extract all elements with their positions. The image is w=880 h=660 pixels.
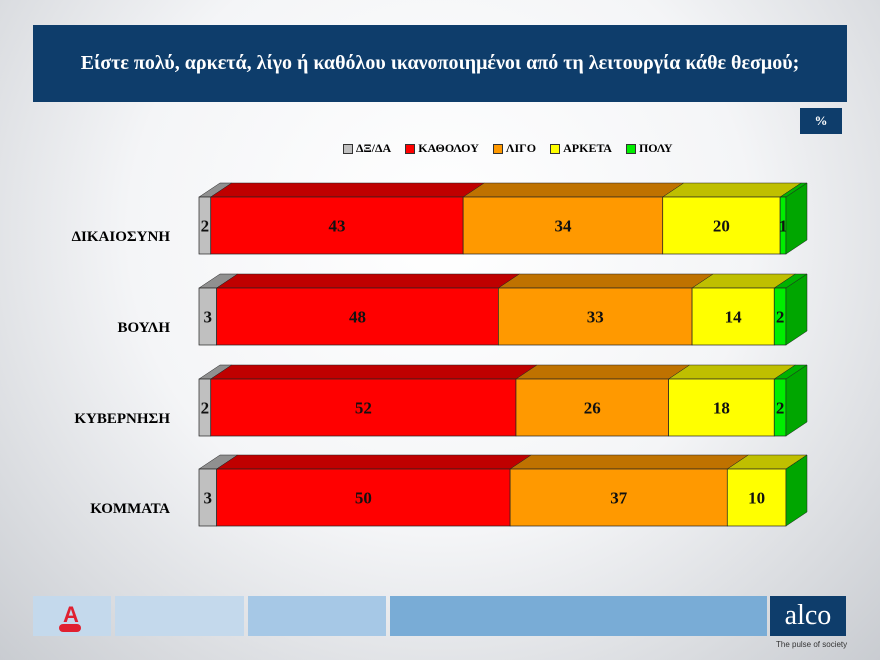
data-label: 52 <box>355 399 372 418</box>
category-label: ΚΟΜΜΑΤΑ <box>90 501 170 517</box>
legend-item: ΛΙΓΟ <box>492 141 537 156</box>
legend-swatch <box>343 143 353 154</box>
legend-label: ΛΙΓΟ <box>505 141 537 155</box>
bar-segment <box>462 196 664 255</box>
legend-item: ΠΟΛΥ <box>625 141 673 156</box>
bar-top-face <box>209 364 538 380</box>
bar-segment <box>216 287 499 346</box>
bar-segment <box>509 468 728 527</box>
data-label: 34 <box>554 217 572 236</box>
data-label: 18 <box>713 399 730 418</box>
bar-segment <box>515 378 669 437</box>
percent-badge: % <box>800 108 842 134</box>
footer-band <box>248 596 386 636</box>
category-label: ΔΙΚΑΙΟΣΥΝΗ <box>71 229 170 245</box>
legend-swatch <box>625 143 636 154</box>
data-label: 43 <box>328 217 345 236</box>
data-label: 33 <box>587 308 604 327</box>
data-label: 10 <box>748 489 765 508</box>
bar-top-face <box>667 364 797 380</box>
bar-segment <box>691 287 775 346</box>
alpha-news-logo: A <box>33 596 111 636</box>
legend: ΔΞ/ΔΑ ΚΑΘΟΛΟΥ ΛΙΓΟ ΑΡΚΕΤΑ ΠΟΛΥ <box>343 141 673 156</box>
bar-top-face <box>215 454 532 470</box>
bar-side-face <box>785 182 808 255</box>
data-label: 26 <box>584 399 601 418</box>
bar-side-face <box>785 273 808 346</box>
legend-swatch <box>405 143 416 154</box>
legend-item: ΔΞ/ΔΑ <box>343 141 391 156</box>
footer-band <box>115 596 244 636</box>
category-label: ΒΟΥΛΗ <box>117 320 170 336</box>
data-label: 2 <box>776 399 785 418</box>
bar-segment <box>498 287 693 346</box>
bar-segment <box>668 378 775 437</box>
data-label: 20 <box>713 217 730 236</box>
bar-segment <box>216 468 511 527</box>
legend-item: ΚΑΘΟΛΟΥ <box>405 141 479 156</box>
data-label: 3 <box>204 489 213 508</box>
legend-label: ΔΞ/ΔΑ <box>356 141 392 155</box>
bar-top-face <box>509 454 750 470</box>
data-label: 2 <box>201 399 210 418</box>
alco-tagline: The pulse of society <box>776 640 848 649</box>
bar-top-face <box>215 273 521 289</box>
bar-segment <box>210 378 517 437</box>
data-label: 48 <box>349 308 366 327</box>
bar-top-face <box>515 364 691 380</box>
bar-side-face <box>785 364 808 437</box>
data-label: 2 <box>201 217 210 236</box>
data-label: 37 <box>610 489 628 508</box>
data-label: 1 <box>779 217 788 236</box>
alco-logo: alco <box>770 596 846 636</box>
page-title: Είστε πολύ, αρκετά, λίγο ή καθόλου ικανο… <box>33 25 847 102</box>
bar-segment <box>726 468 787 527</box>
data-label: 3 <box>204 308 213 327</box>
bar-side-face <box>785 454 808 527</box>
legend-swatch <box>492 143 503 154</box>
legend-swatch <box>550 143 561 154</box>
footer-band <box>390 596 767 636</box>
bar-top-face <box>462 182 685 198</box>
bar-top-face <box>209 182 485 198</box>
legend-item: ΑΡΚΕΤΑ <box>550 141 612 156</box>
bar-top-face <box>661 182 802 198</box>
bar-top-face <box>497 273 714 289</box>
data-label: 14 <box>725 308 743 327</box>
legend-label: ΑΡΚΕΤΑ <box>563 141 612 155</box>
data-label: 50 <box>355 489 372 508</box>
legend-label: ΠΟΛΥ <box>638 141 673 155</box>
category-label: ΚΥΒΕΡΝΗΣΗ <box>74 411 170 427</box>
data-label: 2 <box>776 308 785 327</box>
bar-segment <box>662 196 781 255</box>
bar-segment <box>210 196 464 255</box>
legend-label: ΚΑΘΟΛΟΥ <box>418 141 479 155</box>
bar-chart: 2 43 34 20 1 3 48 33 14 2 2 52 26 18 2 3 50 37 10 <box>198 182 808 527</box>
